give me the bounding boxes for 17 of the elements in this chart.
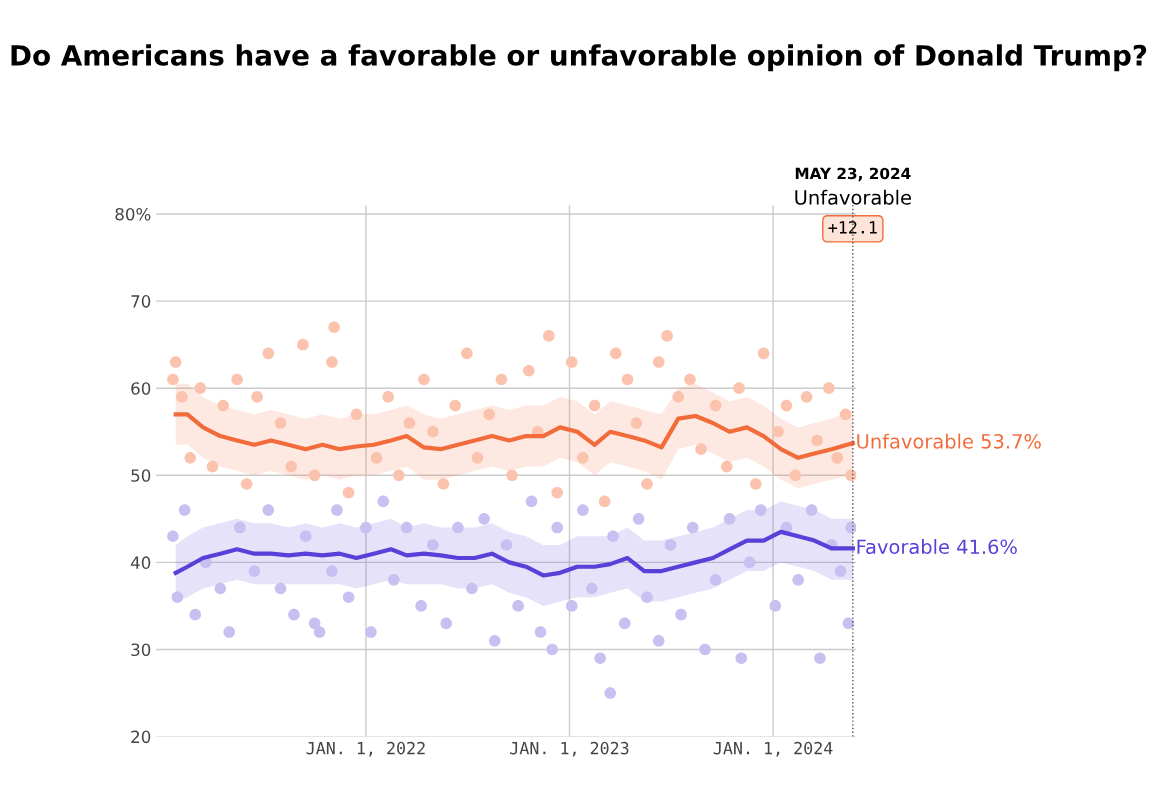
- text: Unfavorable: [795, 189, 911, 205]
- series-label: Unfavorable 53.7%: [857, 433, 1041, 449]
- y-tick-label: 50: [131, 469, 151, 482]
- y-tick-label: 60: [131, 382, 151, 395]
- line-series: [173, 412, 855, 460]
- y-tick-label: 30: [131, 643, 151, 657]
- x-tick-label: JAN. 1, 2022: [306, 741, 425, 757]
- annotation: +12.1: [828, 221, 877, 234]
- ref-line-label: MAY 23, 2024: [795, 167, 911, 182]
- y-tick-label: 40: [130, 556, 151, 569]
- series-label: Favorable 41.6%: [857, 539, 1017, 555]
- y-tick-label: 70: [131, 295, 151, 308]
- x-tick-label: JAN. 1, 2023: [510, 741, 629, 757]
- y-tick-label: 20: [131, 730, 151, 744]
- chart-title: Do Americans have a favorable or unfavorable opinion of Donald Trump?: [11, 44, 1147, 72]
- x-tick-label: JAN. 1, 2024: [713, 741, 833, 757]
- y-tick-label: 80%: [115, 207, 151, 221]
